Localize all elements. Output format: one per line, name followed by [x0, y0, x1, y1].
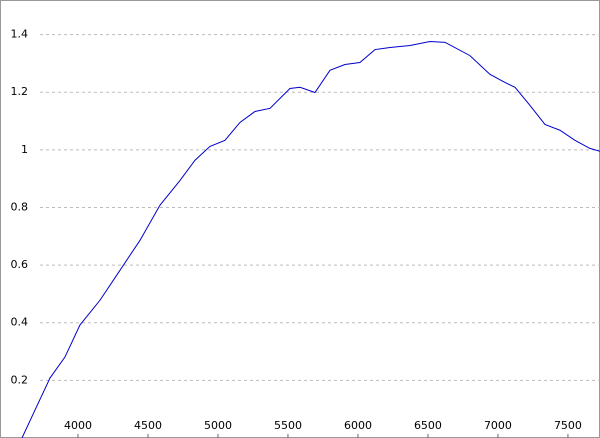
- x-tick-label: 5000: [204, 419, 232, 432]
- data-line: [21, 40, 600, 438]
- y-tick-label: 0.4: [11, 316, 29, 329]
- y-tick-label: 0.6: [11, 258, 29, 271]
- y-tick-label: 1: [21, 143, 28, 156]
- y-tick-label: 0.8: [11, 200, 29, 213]
- y-tick-label: 1.2: [11, 85, 29, 98]
- x-tick-label: 4500: [134, 419, 162, 432]
- x-tick-label: 7500: [554, 419, 582, 432]
- x-tick-label: 5500: [274, 419, 302, 432]
- x-tick-label: 6000: [344, 419, 372, 432]
- x-tick-label: 4000: [64, 419, 92, 432]
- y-tick-label: 1.4: [11, 28, 29, 41]
- x-tick-label: 6500: [414, 419, 442, 432]
- y-tick-label: 0.2: [11, 373, 29, 386]
- x-tick-label: 7000: [484, 419, 512, 432]
